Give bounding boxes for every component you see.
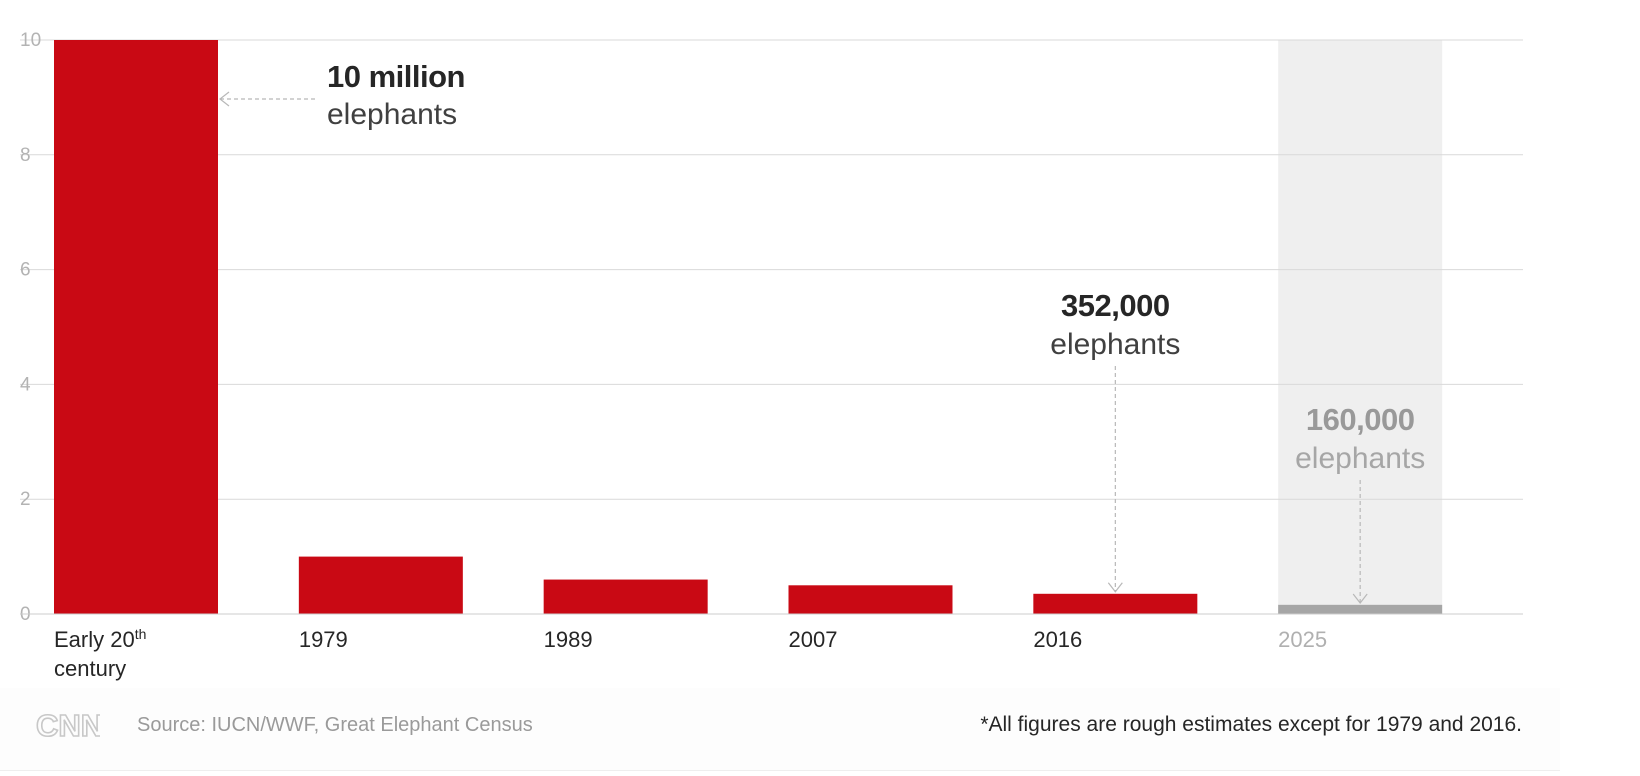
- x-tick-label-text: 2025: [1278, 627, 1327, 652]
- y-tick-label: 4: [20, 374, 31, 395]
- x-tick-label: 1989: [544, 627, 593, 652]
- source-note: Source: IUCN/WWF, Great Elephant Census: [137, 714, 533, 736]
- x-tick-label-text: 2007: [789, 627, 838, 652]
- x-tick-label-text: Early 20: [54, 627, 135, 652]
- annotation-arrowhead: [1107, 582, 1123, 593]
- x-tick-label: 2016: [1033, 627, 1082, 652]
- y-tick-label: 10: [20, 30, 41, 51]
- estimate-footnote: *All figures are rough estimates except …: [980, 713, 1522, 736]
- x-tick-label-superscript: th: [135, 626, 147, 642]
- bar: [1033, 593, 1198, 614]
- y-tick-label: 6: [20, 260, 31, 281]
- annotation-value: 10 million: [327, 59, 465, 94]
- cnn-logo-text: CNN: [36, 708, 100, 742]
- y-tick-label: 2: [20, 489, 31, 510]
- x-tick-label-line2: century: [54, 656, 126, 681]
- y-tick-label: 8: [20, 145, 31, 166]
- x-tick-label: Early 20th: [54, 626, 146, 652]
- annotation-unit: elephants: [1050, 328, 1180, 361]
- x-tick-label-text: 2016: [1033, 627, 1082, 652]
- x-tick-label: 1979: [299, 627, 348, 652]
- x-tick-label-text: 1979: [299, 627, 348, 652]
- bar-projected: [1278, 604, 1443, 614]
- bar: [54, 40, 218, 614]
- annotation-arrowhead: [219, 91, 230, 107]
- x-tick-label: 2025: [1278, 627, 1327, 652]
- bar: [543, 579, 708, 614]
- chart-footer: CNN Source: IUCN/WWF, Great Elephant Cen…: [0, 688, 1560, 771]
- annotation-arrowhead: [1352, 593, 1368, 604]
- cnn-logo-icon: CNN: [36, 708, 100, 742]
- bar: [788, 585, 953, 614]
- bar: [298, 556, 463, 614]
- annotation-unit: elephants: [327, 98, 457, 131]
- annotation-unit: elephants: [1295, 442, 1425, 475]
- annotation-value: 352,000: [1061, 288, 1170, 323]
- x-tick-label-text: 1989: [544, 627, 593, 652]
- x-tick-label: 2007: [789, 627, 838, 652]
- projection-background: [1278, 40, 1443, 614]
- annotation-value: 160,000: [1306, 402, 1415, 437]
